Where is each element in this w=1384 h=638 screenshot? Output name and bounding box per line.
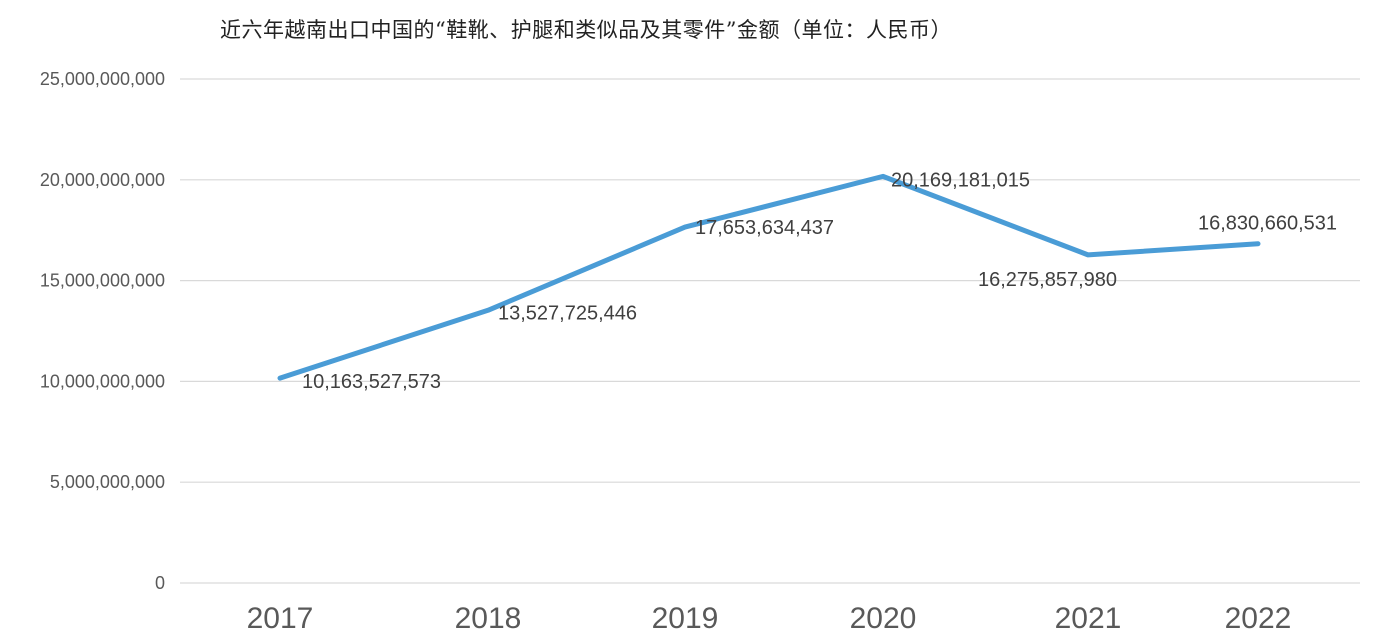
data-label: 16,275,857,980: [978, 269, 1117, 291]
y-tick-label: 15,000,000,000: [40, 271, 165, 291]
chart-title: 近六年越南出口中国的“鞋靴、护腿和类似品及其零件”金额（单位：人民币）: [220, 18, 952, 42]
x-tick-label: 2021: [1055, 602, 1122, 635]
y-tick-label: 20,000,000,000: [40, 170, 165, 190]
x-tick-label: 2019: [652, 602, 719, 635]
data-label: 16,830,660,531: [1198, 213, 1337, 235]
data-label: 20,169,181,015: [891, 169, 1030, 191]
series-line: [277, 173, 1261, 381]
x-tick-label: 2017: [247, 602, 314, 635]
data-label: 17,653,634,437: [695, 217, 834, 239]
x-tick-label: 2020: [850, 602, 917, 635]
y-tick-label: 0: [155, 573, 165, 593]
data-label: 13,527,725,446: [498, 302, 637, 324]
y-tick-label: 5,000,000,000: [50, 472, 165, 492]
x-tick-label: 2018: [455, 602, 522, 635]
y-tick-label: 25,000,000,000: [40, 69, 165, 89]
data-label: 10,163,527,573: [302, 371, 441, 393]
x-tick-label: 2022: [1225, 602, 1292, 635]
y-tick-label: 10,000,000,000: [40, 371, 165, 391]
